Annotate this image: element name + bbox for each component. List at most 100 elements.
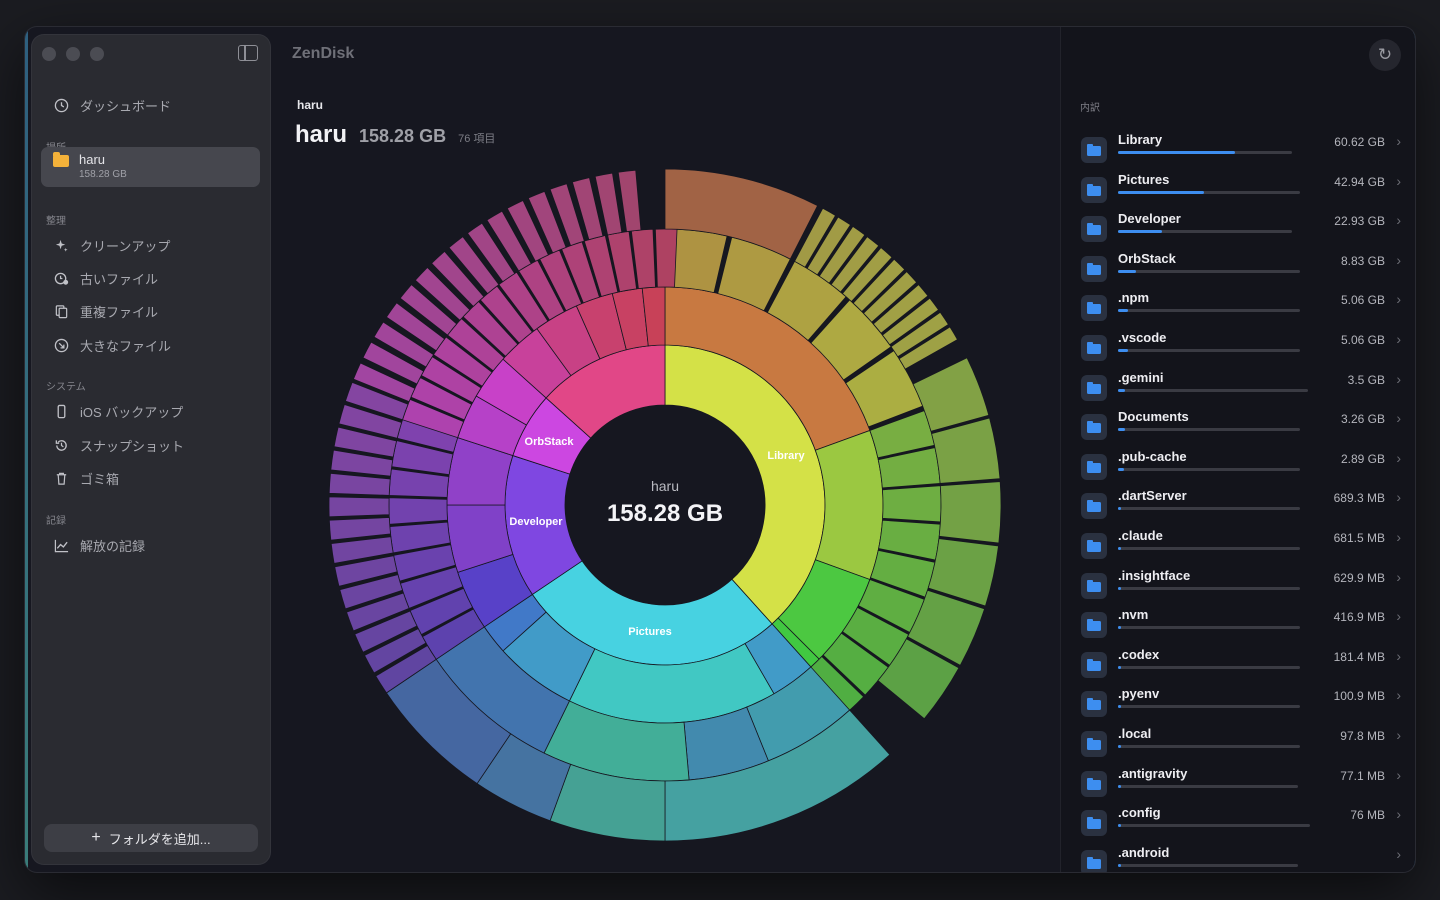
- sunburst-segment[interactable]: [330, 449, 394, 477]
- sunburst-segment[interactable]: [882, 485, 942, 523]
- sunburst-segment[interactable]: [334, 555, 398, 587]
- sunburst-segment[interactable]: [927, 538, 999, 607]
- sunburst-segment[interactable]: [841, 247, 893, 303]
- sunburst-segment[interactable]: [328, 517, 391, 541]
- sidebar-item-release-history[interactable]: 解放の記録: [52, 536, 145, 555]
- list-item[interactable]: .npm 5.06 GB ›: [1081, 289, 1401, 329]
- sidebar-item-duplicate-files[interactable]: 重複ファイル: [52, 302, 158, 321]
- sunburst-segment[interactable]: [890, 311, 949, 358]
- sunburst-segment[interactable]: [466, 222, 516, 283]
- sunburst-segment[interactable]: [344, 381, 409, 421]
- sunburst-segment[interactable]: [352, 362, 416, 403]
- sidebar-item-ios-backup[interactable]: iOS バックアップ: [52, 402, 183, 421]
- sunburst-segment[interactable]: [794, 207, 837, 268]
- list-item[interactable]: .codex 181.4 MB ›: [1081, 646, 1401, 686]
- list-item[interactable]: .vscode 5.06 GB ›: [1081, 329, 1401, 369]
- size-bar: [1118, 349, 1300, 352]
- list-item[interactable]: .nvm 416.9 MB ›: [1081, 606, 1401, 646]
- minimize-window-button[interactable]: [66, 47, 80, 61]
- sunburst-segment[interactable]: [388, 497, 448, 525]
- sunburst-segment[interactable]: [346, 592, 410, 632]
- sunburst-segment[interactable]: [912, 357, 990, 432]
- sunburst-segment[interactable]: [393, 544, 456, 582]
- sidebar-item-large-files[interactable]: 大きなファイル: [52, 336, 171, 355]
- sidebar-item-location-haru[interactable]: haru 158.28 GB: [41, 147, 260, 187]
- sunburst-segment[interactable]: [617, 169, 642, 233]
- sunburst-center[interactable]: [565, 405, 765, 605]
- refresh-button[interactable]: ↻: [1369, 39, 1401, 71]
- sunburst-segment[interactable]: [527, 190, 567, 254]
- sunburst-segment[interactable]: [328, 496, 390, 518]
- sunburst-segment[interactable]: [339, 574, 404, 610]
- sunburst-segment[interactable]: [852, 258, 906, 313]
- size-bar-fill: [1118, 467, 1124, 471]
- list-item[interactable]: Library 60.62 GB ›: [1081, 131, 1401, 171]
- sidebar-item-dashboard[interactable]: ダッシュボード: [52, 96, 171, 115]
- list-item[interactable]: OrbStack 8.83 GB ›: [1081, 250, 1401, 290]
- sunburst-segment[interactable]: [420, 356, 482, 404]
- list-item[interactable]: .android ›: [1081, 844, 1401, 872]
- sunburst-segment[interactable]: [561, 241, 600, 304]
- sunburst-segment[interactable]: [373, 321, 435, 368]
- sidebar-toggle-icon[interactable]: [238, 45, 258, 61]
- sunburst-segment[interactable]: [806, 216, 852, 276]
- list-item[interactable]: Developer 22.93 GB ›: [1081, 210, 1401, 250]
- list-item[interactable]: .config 76 MB ›: [1081, 804, 1401, 844]
- list-item[interactable]: .antigravity 77.1 MB ›: [1081, 765, 1401, 805]
- sunburst-segment[interactable]: [814, 429, 884, 581]
- sunburst-segment[interactable]: [338, 404, 403, 439]
- list-item[interactable]: .pyenv 100.9 MB ›: [1081, 685, 1401, 725]
- sunburst-segment[interactable]: [385, 302, 446, 352]
- sunburst-segment[interactable]: [391, 440, 454, 476]
- list-item[interactable]: .pub-cache 2.89 GB ›: [1081, 448, 1401, 488]
- sunburst-segment[interactable]: [549, 183, 585, 247]
- sunburst-segment[interactable]: [877, 638, 960, 720]
- sunburst-segment[interactable]: [486, 210, 532, 272]
- sunburst-segments[interactable]: [328, 168, 1002, 842]
- breadcrumb[interactable]: haru: [297, 98, 324, 112]
- sunburst-segment[interactable]: [664, 168, 819, 260]
- sunburst-segment[interactable]: [333, 426, 397, 458]
- sunburst-segment[interactable]: [898, 326, 958, 370]
- list-item[interactable]: Documents 3.26 GB ›: [1081, 408, 1401, 448]
- sunburst-segment[interactable]: [881, 297, 940, 346]
- list-item[interactable]: .claude 681.5 MB ›: [1081, 527, 1401, 567]
- sidebar: ダッシュボード 場所 haru 158.28 GB 整理 クリーンアップ 古いフ…: [32, 35, 270, 864]
- disk-usage-sunburst[interactable]: haru 158.28 GB Library Pictures Develope…: [315, 155, 1015, 855]
- sunburst-segment[interactable]: [330, 536, 394, 564]
- sidebar-item-trash[interactable]: ゴミ箱: [52, 469, 119, 488]
- sidebar-item-cleanup[interactable]: クリーンアップ: [52, 236, 170, 255]
- sunburst-segment[interactable]: [506, 199, 549, 262]
- sunburst-segment[interactable]: [931, 417, 1001, 484]
- sunburst-segment[interactable]: [907, 589, 986, 666]
- list-item[interactable]: .gemini 3.5 GB ›: [1081, 369, 1401, 409]
- sunburst-segment[interactable]: [479, 285, 533, 344]
- sunburst-segment[interactable]: [862, 271, 918, 323]
- sunburst-segment[interactable]: [409, 587, 474, 636]
- sidebar-item-snapshots[interactable]: スナップショット: [52, 436, 184, 455]
- sunburst-segment[interactable]: [364, 628, 427, 674]
- sunburst-segment[interactable]: [328, 472, 391, 496]
- close-window-button[interactable]: [42, 47, 56, 61]
- sunburst-segment[interactable]: [414, 266, 471, 321]
- sunburst-segment[interactable]: [354, 610, 418, 653]
- sunburst-segment[interactable]: [399, 283, 458, 336]
- sunburst-segment[interactable]: [654, 228, 678, 288]
- sunburst-segment[interactable]: [571, 177, 604, 241]
- list-item[interactable]: .dartServer 689.3 MB ›: [1081, 487, 1401, 527]
- sunburst-segment[interactable]: [362, 341, 425, 385]
- sunburst-segment[interactable]: [830, 236, 880, 293]
- sunburst-segment[interactable]: [431, 250, 485, 308]
- sunburst-segment[interactable]: [448, 236, 500, 295]
- list-item[interactable]: .insightface 629.9 MB ›: [1081, 567, 1401, 607]
- list-item[interactable]: Pictures 42.94 GB ›: [1081, 171, 1401, 211]
- sunburst-segment[interactable]: [818, 225, 866, 284]
- sunburst-segment[interactable]: [872, 283, 929, 334]
- sunburst-segment[interactable]: [594, 172, 623, 236]
- add-folder-button[interactable]: + フォルダを追加...: [44, 824, 258, 852]
- sunburst-segment[interactable]: [375, 644, 437, 694]
- sidebar-item-old-files[interactable]: 古いファイル: [52, 269, 158, 288]
- sunburst-segment[interactable]: [938, 481, 1002, 544]
- list-item[interactable]: .local 97.8 MB ›: [1081, 725, 1401, 765]
- zoom-window-button[interactable]: [90, 47, 104, 61]
